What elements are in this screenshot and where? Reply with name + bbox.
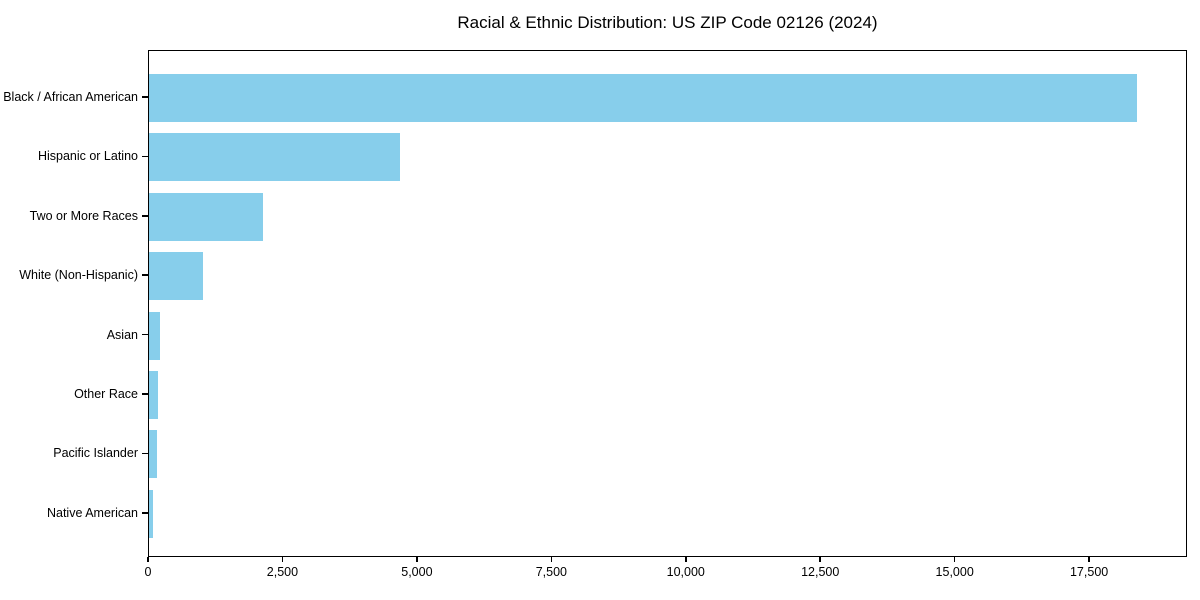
y-tick-mark	[142, 333, 148, 336]
bar	[149, 192, 264, 241]
y-tick-label: Hispanic or Latino	[37, 149, 138, 164]
plot-area	[148, 50, 1187, 557]
bar	[149, 252, 204, 301]
y-tick-mark	[142, 215, 148, 217]
y-tick-mark	[142, 155, 148, 158]
x-tick-label: 5,000	[401, 565, 433, 579]
x-tick-label: 7,500	[535, 565, 567, 579]
x-tick-label: 17,500	[1069, 565, 1109, 579]
x-tick-mark	[819, 557, 821, 562]
y-tick-label: Two or More Races	[29, 208, 138, 223]
x-tick-label: 15,000	[935, 565, 974, 579]
x-tick-mark	[1088, 557, 1090, 562]
bar	[149, 371, 159, 419]
bar	[149, 74, 1137, 122]
y-tick-mark	[142, 512, 148, 514]
y-tick-mark	[142, 274, 148, 276]
x-tick-mark	[147, 557, 149, 562]
x-tick-label: 2,500	[266, 565, 299, 579]
bar	[149, 133, 400, 182]
y-tick-mark	[142, 393, 148, 395]
y-tick-label: White (Non-Hispanic)	[19, 268, 138, 283]
bar	[149, 489, 153, 538]
bar	[149, 311, 160, 360]
x-tick-mark	[685, 557, 687, 562]
x-tick-label: 12,500	[801, 565, 840, 579]
y-tick-label: Pacific Islander	[53, 446, 138, 461]
y-tick-label: Native American	[46, 505, 138, 520]
y-tick-mark	[142, 96, 148, 98]
x-tick-mark	[550, 557, 553, 562]
x-tick-mark	[281, 557, 284, 562]
x-tick-mark	[416, 557, 418, 562]
y-tick-label: Other Race	[74, 387, 138, 401]
y-tick-label: Black / African American	[3, 90, 138, 104]
chart-title: Racial & Ethnic Distribution: US ZIP Cod…	[457, 13, 878, 32]
y-tick-mark	[142, 452, 148, 455]
x-tick-label: 0	[144, 565, 152, 579]
x-tick-mark	[953, 557, 956, 562]
y-tick-label: Asian	[106, 327, 138, 342]
bar	[149, 430, 157, 479]
x-tick-label: 10,000	[666, 565, 705, 579]
